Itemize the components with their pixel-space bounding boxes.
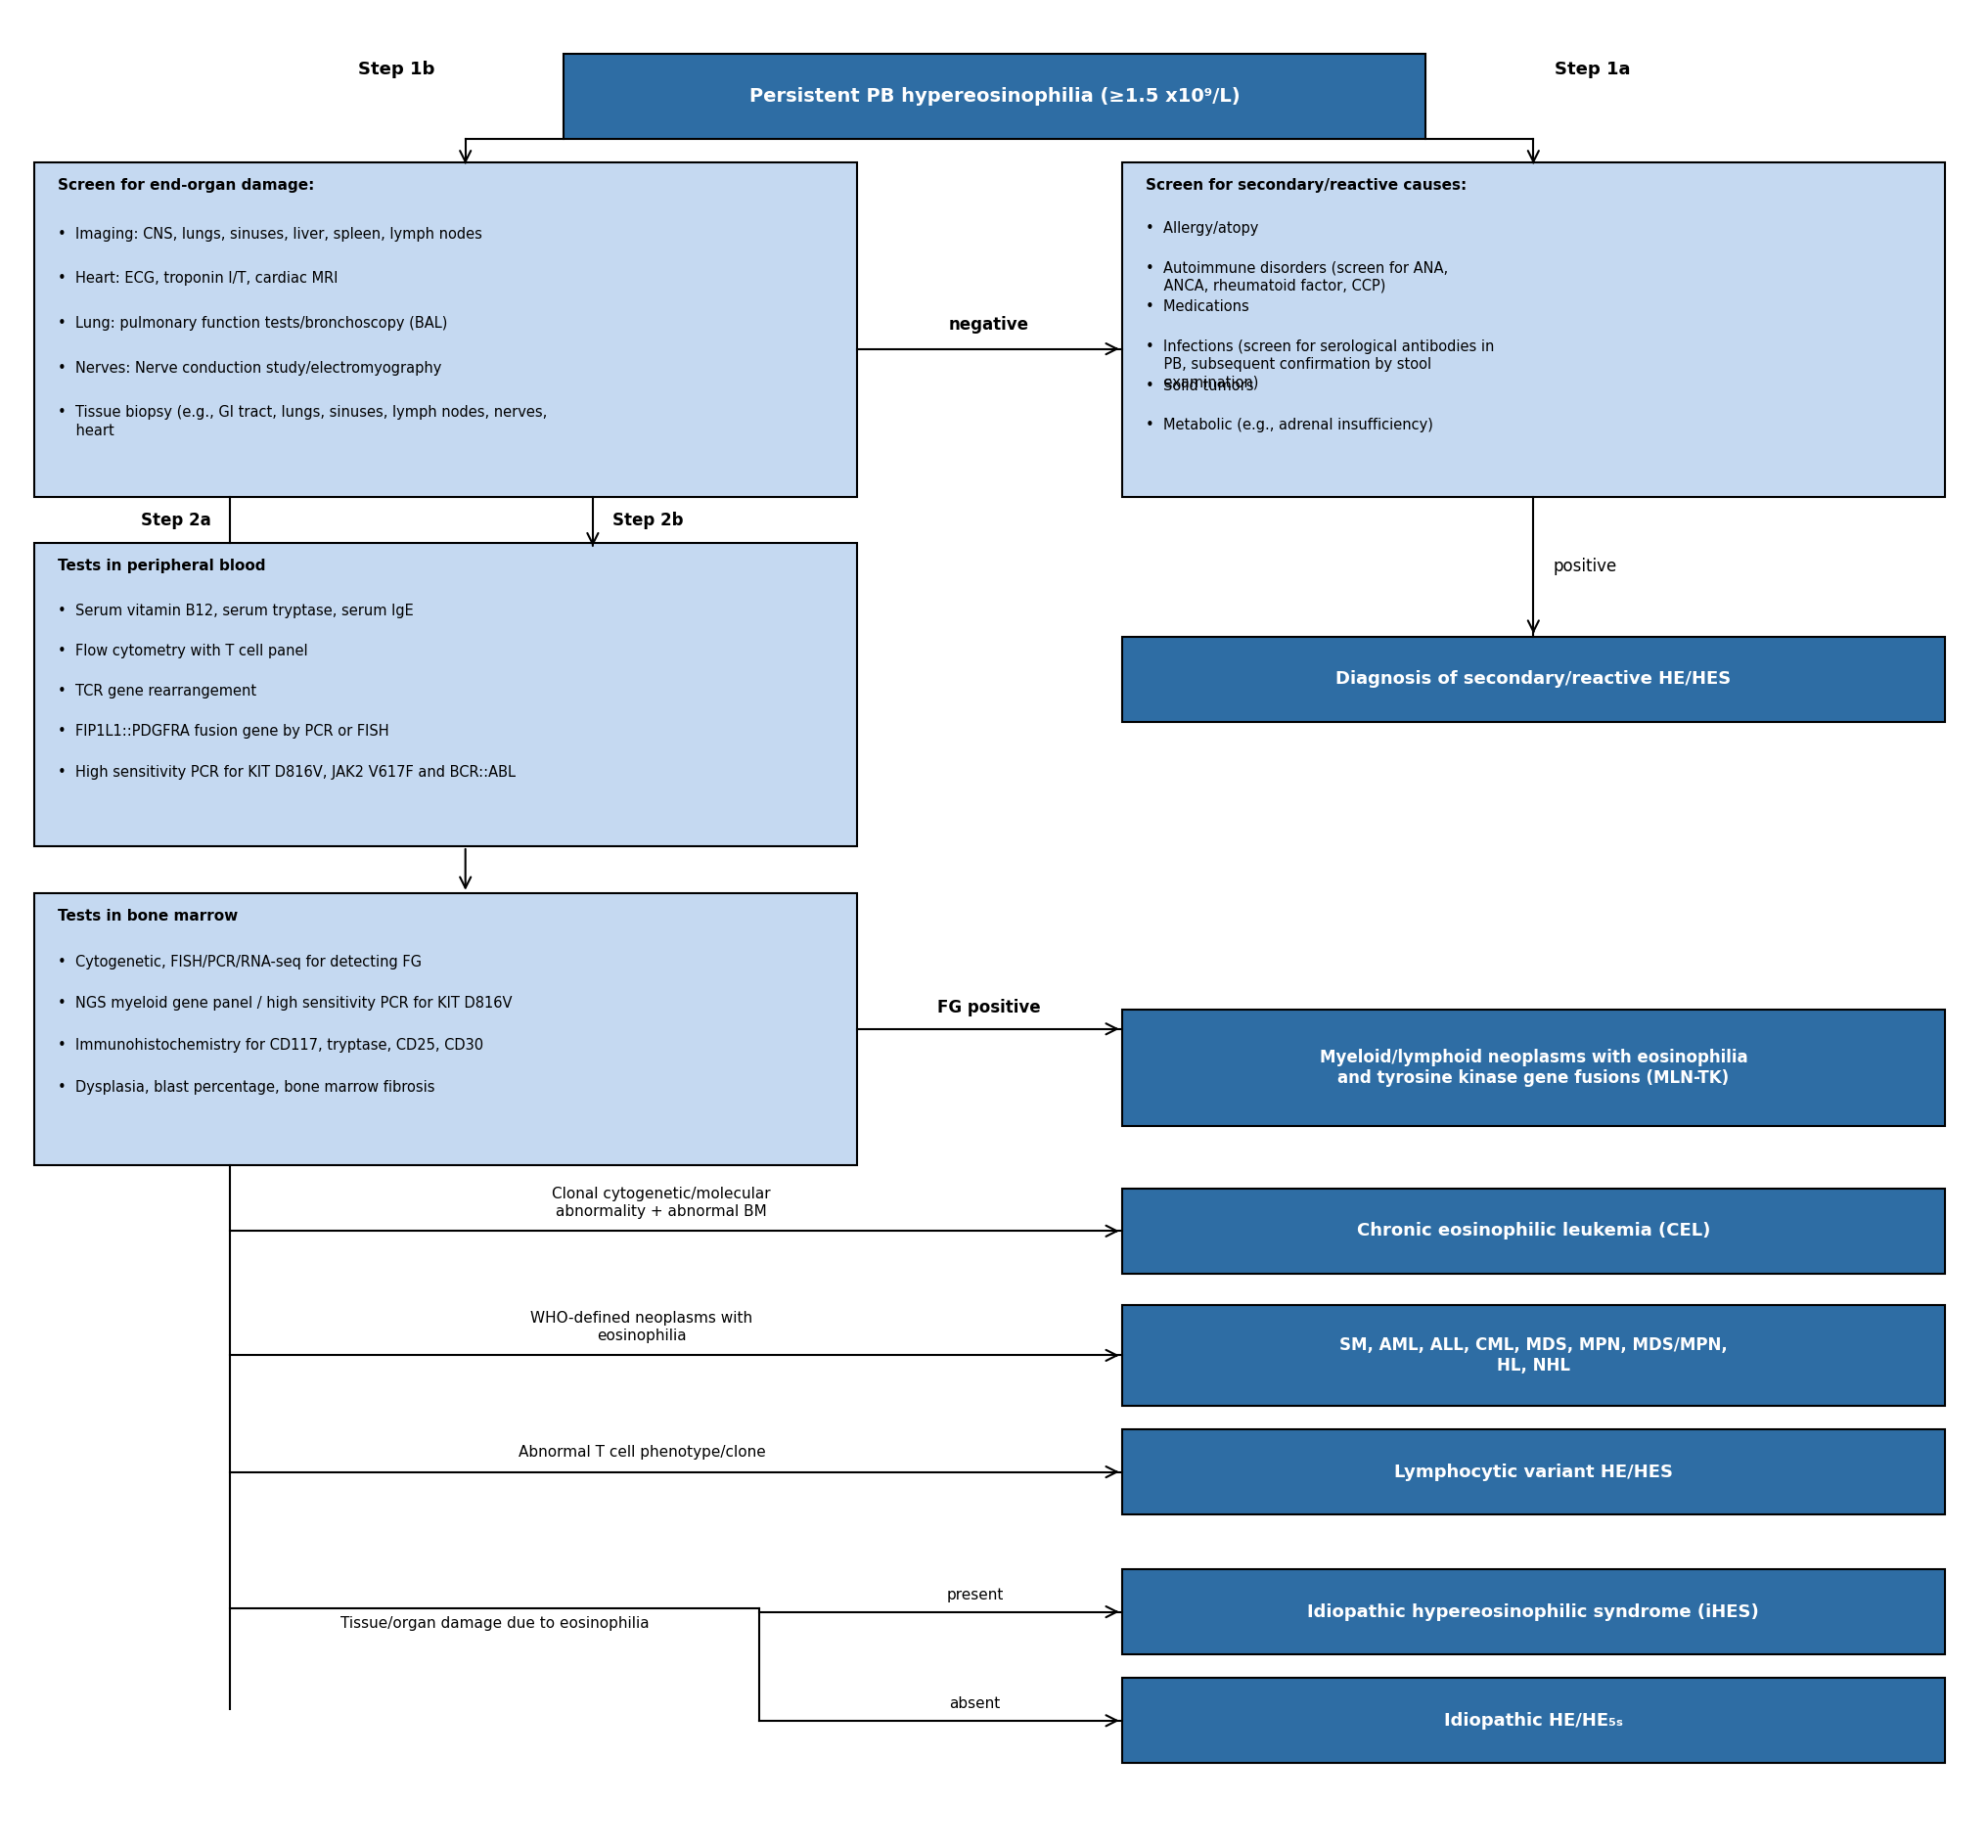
Text: •  Imaging: CNS, lungs, sinuses, liver, spleen, lymph nodes: • Imaging: CNS, lungs, sinuses, liver, s… bbox=[58, 227, 481, 242]
Text: •  Lung: pulmonary function tests/bronchoscopy (BAL): • Lung: pulmonary function tests/broncho… bbox=[58, 316, 447, 331]
Text: •  High sensitivity PCR for KIT D816V, JAK2 V617F and BCR::ABL: • High sensitivity PCR for KIT D816V, JA… bbox=[58, 765, 515, 780]
Text: •  Allergy/atopy: • Allergy/atopy bbox=[1145, 222, 1258, 237]
FancyBboxPatch shape bbox=[1121, 1678, 1944, 1763]
Text: Lymphocytic variant HE/HES: Lymphocytic variant HE/HES bbox=[1394, 1464, 1672, 1480]
Text: Persistent PB hypereosinophilia (≥1.5 x10⁹/L): Persistent PB hypereosinophilia (≥1.5 x1… bbox=[749, 87, 1239, 105]
FancyBboxPatch shape bbox=[1121, 163, 1944, 497]
Text: SM, AML, ALL, CML, MDS, MPN, MDS/MPN,
HL, NHL: SM, AML, ALL, CML, MDS, MPN, MDS/MPN, HL… bbox=[1338, 1336, 1728, 1375]
FancyBboxPatch shape bbox=[1121, 1188, 1944, 1273]
FancyBboxPatch shape bbox=[1121, 1429, 1944, 1515]
FancyBboxPatch shape bbox=[1121, 1305, 1944, 1406]
Text: absent: absent bbox=[948, 1696, 1000, 1711]
Text: •  Dysplasia, blast percentage, bone marrow fibrosis: • Dysplasia, blast percentage, bone marr… bbox=[58, 1079, 435, 1094]
Text: •  TCR gene rearrangement: • TCR gene rearrangement bbox=[58, 684, 256, 699]
Text: Tests in bone marrow: Tests in bone marrow bbox=[58, 909, 239, 924]
Text: positive: positive bbox=[1553, 558, 1616, 575]
Text: Step 2a: Step 2a bbox=[141, 512, 211, 530]
Text: •  Medications: • Medications bbox=[1145, 299, 1248, 314]
Text: •  Nerves: Nerve conduction study/electromyography: • Nerves: Nerve conduction study/electro… bbox=[58, 360, 441, 375]
Text: Abnormal T cell phenotype/clone: Abnormal T cell phenotype/clone bbox=[517, 1445, 765, 1460]
FancyBboxPatch shape bbox=[34, 543, 857, 846]
Text: Chronic eosinophilic leukemia (CEL): Chronic eosinophilic leukemia (CEL) bbox=[1356, 1222, 1710, 1240]
FancyBboxPatch shape bbox=[1121, 1009, 1944, 1125]
Text: Diagnosis of secondary/reactive HE/HES: Diagnosis of secondary/reactive HE/HES bbox=[1336, 671, 1730, 687]
Text: Step 1a: Step 1a bbox=[1553, 61, 1630, 78]
Text: Screen for secondary/reactive causes:: Screen for secondary/reactive causes: bbox=[1145, 177, 1465, 192]
Text: •  FIP1L1::PDGFRA fusion gene by PCR or FISH: • FIP1L1::PDGFRA fusion gene by PCR or F… bbox=[58, 724, 390, 739]
Text: Tests in peripheral blood: Tests in peripheral blood bbox=[58, 558, 266, 573]
Text: FG positive: FG positive bbox=[936, 1000, 1040, 1016]
FancyBboxPatch shape bbox=[34, 893, 857, 1164]
Text: •  Flow cytometry with T cell panel: • Flow cytometry with T cell panel bbox=[58, 643, 308, 658]
Text: Clonal cytogenetic/molecular
abnormality + abnormal BM: Clonal cytogenetic/molecular abnormality… bbox=[553, 1186, 771, 1218]
Text: Step 1b: Step 1b bbox=[358, 61, 435, 78]
Text: •  Metabolic (e.g., adrenal insufficiency): • Metabolic (e.g., adrenal insufficiency… bbox=[1145, 418, 1431, 432]
Text: •  Immunohistochemistry for CD117, tryptase, CD25, CD30: • Immunohistochemistry for CD117, trypta… bbox=[58, 1039, 483, 1053]
FancyBboxPatch shape bbox=[1121, 1569, 1944, 1654]
Text: •  Solid tumors: • Solid tumors bbox=[1145, 379, 1252, 394]
FancyBboxPatch shape bbox=[563, 54, 1425, 139]
Text: Tissue/organ damage due to eosinophilia: Tissue/organ damage due to eosinophilia bbox=[340, 1615, 648, 1630]
Text: •  Cytogenetic, FISH/PCR/RNA-seq for detecting FG: • Cytogenetic, FISH/PCR/RNA-seq for dete… bbox=[58, 954, 421, 968]
Text: •  Serum vitamin B12, serum tryptase, serum IgE: • Serum vitamin B12, serum tryptase, ser… bbox=[58, 602, 414, 617]
Text: •  Autoimmune disorders (screen for ANA,
    ANCA, rheumatoid factor, CCP): • Autoimmune disorders (screen for ANA, … bbox=[1145, 261, 1447, 294]
Text: Idiopathic hypereosinophilic syndrome (iHES): Idiopathic hypereosinophilic syndrome (i… bbox=[1306, 1602, 1759, 1621]
Text: present: present bbox=[946, 1587, 1004, 1602]
Text: •  Tissue biopsy (e.g., GI tract, lungs, sinuses, lymph nodes, nerves,
    heart: • Tissue biopsy (e.g., GI tract, lungs, … bbox=[58, 405, 547, 438]
Text: WHO-defined neoplasms with
eosinophilia: WHO-defined neoplasms with eosinophilia bbox=[531, 1312, 753, 1343]
Text: •  NGS myeloid gene panel / high sensitivity PCR for KIT D816V: • NGS myeloid gene panel / high sensitiv… bbox=[58, 996, 513, 1011]
Text: Step 2b: Step 2b bbox=[612, 512, 684, 530]
Text: Idiopathic HE/HE₅ₛ: Idiopathic HE/HE₅ₛ bbox=[1443, 1711, 1622, 1730]
Text: negative: negative bbox=[948, 316, 1028, 333]
Text: •  Infections (screen for serological antibodies in
    PB, subsequent confirmat: • Infections (screen for serological ant… bbox=[1145, 338, 1493, 390]
FancyBboxPatch shape bbox=[34, 163, 857, 497]
Text: Screen for end-organ damage:: Screen for end-organ damage: bbox=[58, 177, 314, 192]
Text: Myeloid/lymphoid neoplasms with eosinophilia
and tyrosine kinase gene fusions (M: Myeloid/lymphoid neoplasms with eosinoph… bbox=[1318, 1050, 1747, 1087]
Text: •  Heart: ECG, troponin I/T, cardiac MRI: • Heart: ECG, troponin I/T, cardiac MRI bbox=[58, 272, 338, 286]
FancyBboxPatch shape bbox=[1121, 636, 1944, 723]
